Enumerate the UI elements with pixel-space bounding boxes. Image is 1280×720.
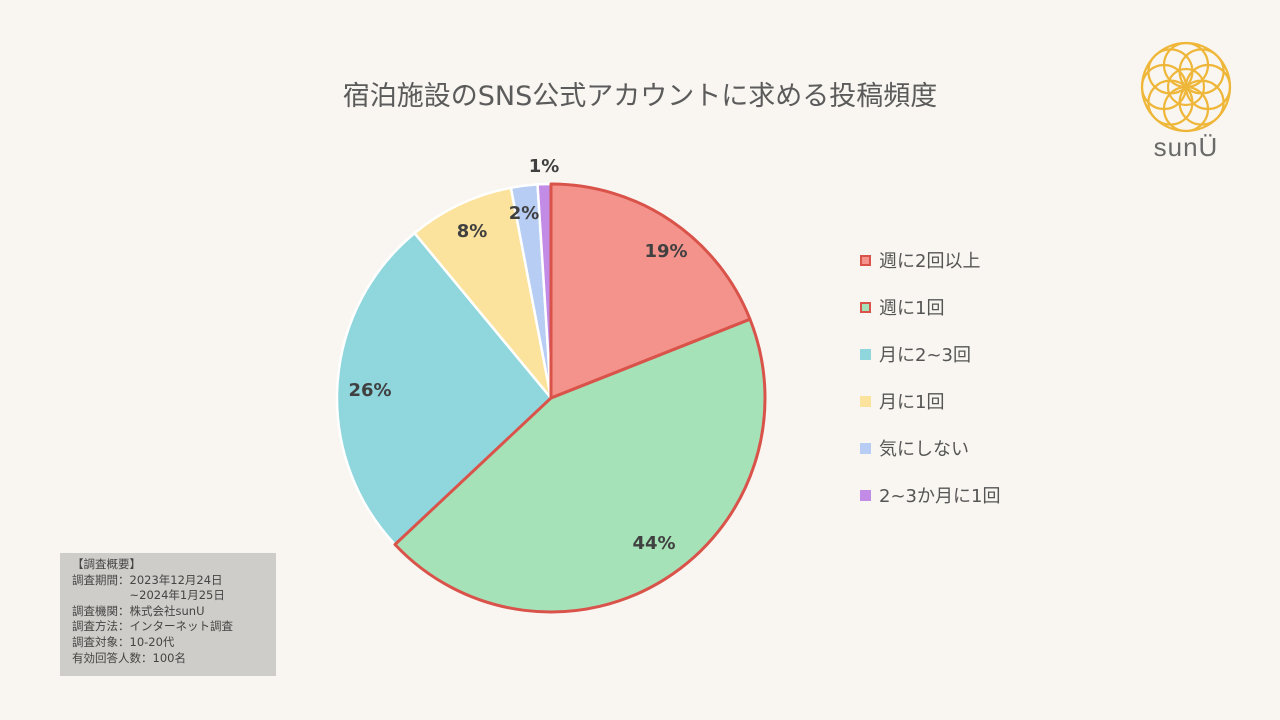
- legend-item-4: 月に1回: [860, 389, 1000, 413]
- summary-line-5: 調査方法：インターネット調査: [72, 619, 233, 634]
- legend-label: 月に1回: [879, 392, 945, 413]
- sunu-logo: sunÜ: [1136, 40, 1236, 175]
- legend-swatch: [860, 301, 871, 313]
- legend-label: 週に2回以上: [879, 251, 981, 272]
- legend-swatch: [860, 489, 871, 501]
- survey-summary-box: 【調査概要】 調査期間：2023年12月24日 ~2024年1月25日 調査機関：株…: [60, 553, 276, 676]
- logo-text: sunÜ: [1153, 132, 1219, 162]
- legend-swatch: [860, 348, 871, 360]
- chart-title: 宿泊施設のSNS公式アカウントに求める投稿頻度: [342, 81, 938, 112]
- data-label-3: 26%: [348, 380, 391, 401]
- legend-item-1: 週に2回以上: [860, 248, 1000, 272]
- legend-item-3: 月に2~3回: [860, 342, 1000, 366]
- legend-item-5: 気にしない: [860, 436, 1000, 460]
- data-label-6: 1%: [529, 156, 560, 177]
- data-label-2: 44%: [632, 533, 675, 554]
- legend-label: 気にしない: [879, 439, 969, 460]
- data-label-5: 2%: [509, 203, 540, 224]
- legend-label: 週に1回: [879, 298, 945, 319]
- legend-item-6: 2~3か月に1回: [860, 483, 1000, 507]
- pie-slice-3: [335, 231, 553, 547]
- pie-slice-4: [412, 186, 553, 399]
- data-label-4: 8%: [457, 221, 488, 242]
- flower-logo-icon: [1140, 41, 1232, 133]
- legend-swatch: [860, 254, 871, 266]
- summary-line-7: 有効回答人数：100名: [72, 650, 186, 665]
- legend-swatch: [860, 442, 871, 454]
- summary-line-2: 調査期間：2023年12月24日: [72, 572, 223, 587]
- legend-label: 月に2~3回: [879, 345, 971, 366]
- pie-slice-outline-2: [393, 317, 767, 614]
- summary-line-1: 【調査概要】: [72, 557, 141, 571]
- chart-legend: 週に2回以上 週に1回月に2~3回 月に1回気にしない 2~3か月に1回: [860, 248, 1000, 530]
- legend-label: 2~3か月に1回: [879, 486, 1001, 507]
- data-label-1: 19%: [644, 241, 687, 262]
- legend-item-2: 週に1回: [860, 295, 1000, 319]
- summary-line-4: 調査機関：株式会社sunU: [72, 603, 205, 618]
- summary-line-6: 調査対象：10-20代: [72, 634, 175, 649]
- legend-swatch: [860, 395, 871, 407]
- summary-line-3: ~2024年1月25日: [72, 588, 225, 603]
- pie-slice-outline-1: [549, 182, 752, 400]
